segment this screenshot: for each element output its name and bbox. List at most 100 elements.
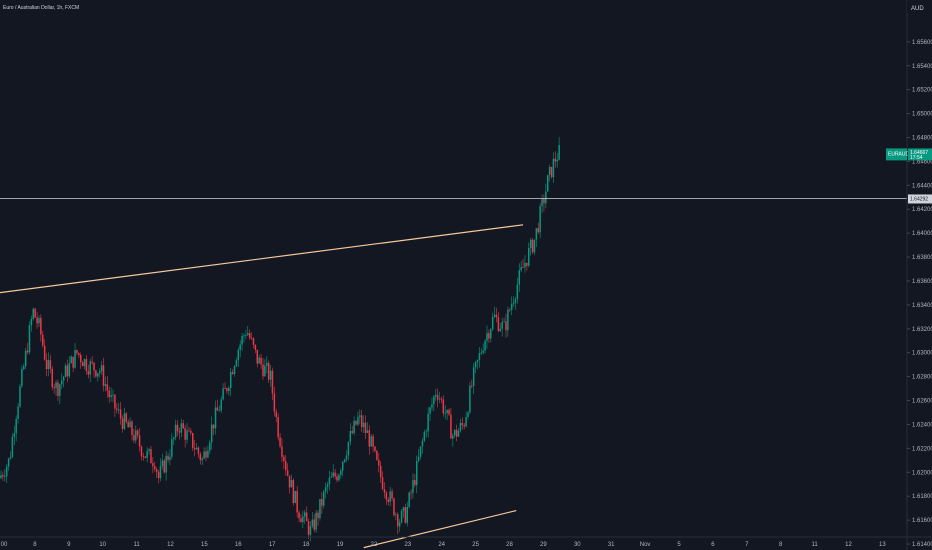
time-tick-label: 22 xyxy=(371,542,378,548)
candle-body xyxy=(231,372,234,374)
candle-body xyxy=(469,385,471,413)
time-tick-label: 18 xyxy=(303,542,310,548)
candle-body xyxy=(552,158,555,178)
time-tick-label: 16 xyxy=(235,542,242,548)
candle-body xyxy=(70,356,72,364)
candle-body xyxy=(311,519,314,527)
candle-body xyxy=(91,361,93,363)
candle-body xyxy=(427,413,429,432)
candle-body xyxy=(256,349,259,364)
candle-body xyxy=(385,492,388,500)
price-axis[interactable]: 1.65600 1.65400 1.65200 1.65000 1.64800 1.646… xyxy=(907,40,932,548)
candle-body xyxy=(531,239,534,253)
candle-body xyxy=(408,492,410,508)
candle-body xyxy=(417,456,420,461)
candle-body xyxy=(305,512,308,522)
candle-body xyxy=(47,360,50,370)
price-tick-label: 1.64400 xyxy=(912,183,932,189)
candle-body xyxy=(279,437,281,447)
time-tick-label: 6 xyxy=(711,542,715,548)
candle-body xyxy=(556,159,558,162)
candle-body xyxy=(338,474,340,481)
currency-label[interactable]: AUD xyxy=(911,6,924,12)
candle-body xyxy=(271,370,274,394)
candle-body xyxy=(490,329,492,339)
candle-body xyxy=(245,335,247,336)
price-tick-label: 1.65000 xyxy=(912,112,932,118)
candle-body xyxy=(526,262,528,266)
candle-body xyxy=(423,432,426,441)
candle-body xyxy=(484,340,486,351)
candle-body xyxy=(431,404,433,408)
candle-body xyxy=(362,422,365,427)
candle-body xyxy=(499,328,502,331)
candle-body xyxy=(83,359,86,367)
price-tick-label: 1.62600 xyxy=(912,399,932,405)
candle-body xyxy=(326,484,329,488)
candle-body xyxy=(74,349,76,368)
candle-body xyxy=(87,371,90,375)
candle-body xyxy=(478,353,481,360)
candle-body xyxy=(448,409,450,415)
candle-body xyxy=(117,409,120,411)
candle-body xyxy=(252,338,255,345)
lower-trendline[interactable] xyxy=(363,509,517,549)
candle-body xyxy=(336,476,338,481)
candle-body xyxy=(452,435,454,439)
candle-body xyxy=(24,350,27,367)
candle-body xyxy=(541,199,543,207)
candle-body xyxy=(17,406,19,419)
candle-body xyxy=(459,423,462,431)
candle-body xyxy=(68,363,71,377)
candle-body xyxy=(332,472,334,477)
candle-body xyxy=(505,321,507,331)
candle-body xyxy=(190,430,192,433)
candle-body xyxy=(404,507,407,523)
price-tick-label: 1.65200 xyxy=(912,88,932,94)
candle-body xyxy=(15,418,17,434)
symbol-title[interactable]: Euro / Australian Dollar, 1h, FXCM xyxy=(3,5,79,11)
candle-body xyxy=(188,430,190,432)
last-price-tag xyxy=(908,148,932,161)
candle-body xyxy=(524,262,526,268)
candle-body xyxy=(440,398,443,400)
candle-body xyxy=(414,480,416,485)
candle-body xyxy=(397,514,399,527)
candle-body xyxy=(389,491,391,502)
candle-body xyxy=(402,507,405,511)
currency-box[interactable] xyxy=(907,1,932,13)
candle-body xyxy=(218,410,221,412)
candle-body xyxy=(85,359,88,372)
candle-body xyxy=(140,446,143,457)
candle-body xyxy=(36,317,38,324)
candle-body xyxy=(471,385,473,387)
time-tick-label: 23 xyxy=(404,542,411,548)
time-tick-label: 12 xyxy=(167,542,174,548)
candle-body xyxy=(550,166,553,178)
time-tick-label: 00 xyxy=(1,542,8,548)
candle-body xyxy=(114,394,116,409)
last-price-label: 1.64667 xyxy=(910,150,928,156)
candle-body xyxy=(548,166,551,176)
candle-body xyxy=(303,512,306,517)
upper-trendline[interactable] xyxy=(0,224,524,294)
candle-body xyxy=(131,421,133,435)
candle-body xyxy=(138,435,141,447)
time-tick-label: 17 xyxy=(269,542,276,548)
price-tick-label: 1.64000 xyxy=(912,231,932,237)
candle-body xyxy=(148,449,150,452)
candle-body xyxy=(393,498,395,516)
candle-body xyxy=(116,408,118,410)
price-tick-label: 1.62200 xyxy=(912,446,932,452)
candle-body xyxy=(163,460,166,473)
candle-body xyxy=(209,442,211,451)
candle-body xyxy=(509,309,511,311)
candle-body xyxy=(9,456,12,459)
candle-body xyxy=(159,466,162,479)
candle-body xyxy=(554,158,557,162)
candle-body xyxy=(135,430,137,441)
time-axis[interactable]: 00 8 9 10 11 12 15 16 17 18 19 22 23 24 25 28 29 30 31 Nov 5… xyxy=(1,542,887,548)
candle-body xyxy=(264,365,266,377)
symbol-tag-label: EURAUD xyxy=(888,151,910,157)
